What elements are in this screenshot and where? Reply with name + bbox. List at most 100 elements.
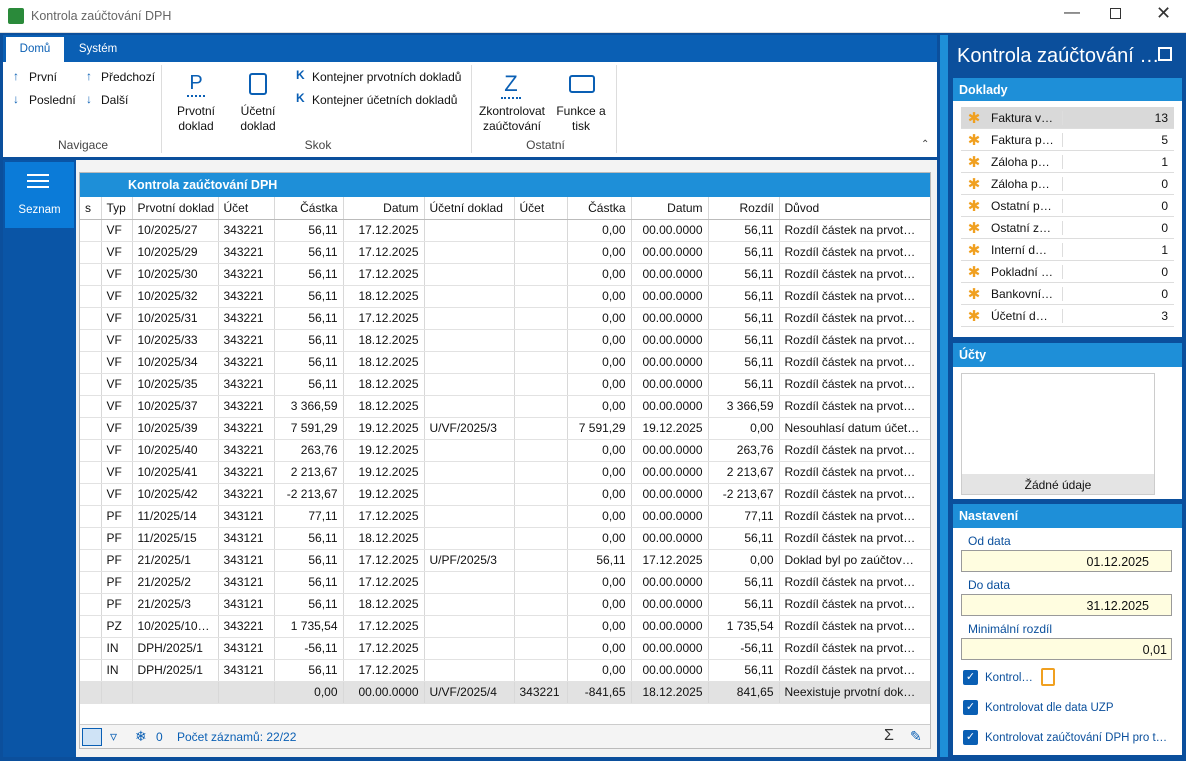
grid-row[interactable]: 0,00 00.00.0000 U/VF/2025/4 343221 -841,65 18…	[80, 681, 930, 704]
doklad-name: Ostatní z…	[987, 220, 1063, 235]
grid-row[interactable]: PF 11/2025/15 343121 56,11 18.12.2025 0,00 00.…	[80, 527, 930, 550]
doklad-count: 0	[1161, 220, 1168, 235]
grid-row[interactable]: VF 10/2025/37 343221 3 366,59 18.12.2025 0,00…	[80, 395, 930, 418]
grid-row[interactable]: IN DPH/2025/1 343121 56,11 17.12.2025 0,00 00.…	[80, 659, 930, 682]
doklad-row[interactable]: ✱ Ostatní z… 0	[961, 217, 1174, 239]
grid-row[interactable]: VF 10/2025/35 343221 56,11 18.12.2025 0,00 00.…	[80, 373, 930, 396]
doklad-row[interactable]: ✱ Ostatní p… 0	[961, 195, 1174, 217]
tab[interactable]: Systém	[78, 43, 118, 55]
column-header[interactable]: s	[80, 197, 102, 220]
grid-row[interactable]: VF 10/2025/29 343221 56,11 17.12.2025 0,00 00.…	[80, 241, 930, 264]
popout[interactable]	[1158, 47, 1172, 61]
ribbon-button[interactable]: Zkontrolovat zaúčtování	[478, 104, 546, 133]
grid-cell	[80, 263, 102, 286]
grid-row[interactable]: VF 10/2025/33 343221 56,11 18.12.2025 0,00 00.…	[80, 329, 930, 352]
grid-cell: Rozdíl částek na prvot…	[779, 483, 930, 506]
ribbon-button[interactable]: Předchozí	[101, 70, 156, 84]
grid-cell: 343121	[218, 527, 275, 550]
ribbon-button[interactable]: Kontejner účetních dokladů	[312, 93, 458, 107]
doklad-row[interactable]: ✱ Bankovní… 0	[961, 283, 1174, 305]
grid-cell: PF	[101, 593, 133, 616]
grid-row[interactable]: VF 10/2025/39 343221 7 591,29 19.12.2025 U/VF…	[80, 417, 930, 440]
grid-row[interactable]: VF 10/2025/34 343221 56,11 18.12.2025 0,00 00.…	[80, 351, 930, 374]
grid-cell	[80, 505, 102, 528]
ribbon-button[interactable]: Funkce a tisk	[556, 104, 606, 133]
column-header[interactable]: Prvotní doklad	[132, 197, 219, 220]
grid-row[interactable]: VF 10/2025/27 343221 56,11 17.12.2025 0,00 00.…	[80, 219, 930, 242]
minimize[interactable]: —	[1064, 4, 1080, 21]
nastaveni-panel: Od data 01.12.2025 Do data 31.12.2025 Minimá…	[953, 528, 1182, 755]
checkbox[interactable]: ✓	[963, 730, 978, 745]
ribbon-button[interactable]: Účetní doklad	[240, 104, 276, 133]
grid-row[interactable]: VF 10/2025/41 343221 2 213,67 19.12.2025 0,00…	[80, 461, 930, 484]
asterisk-icon: ✱	[967, 219, 981, 237]
grid-row[interactable]: VF 10/2025/42 343221 -2 213,67 19.12.2025 0,0…	[80, 483, 930, 506]
close[interactable]: ✕	[1156, 3, 1172, 23]
grid-row[interactable]: PF 11/2025/14 343121 77,11 17.12.2025 0,00 00.…	[80, 505, 930, 528]
column-header[interactable]: Částka	[567, 197, 632, 220]
doklad-row[interactable]: ✱ Faktura p… 5	[961, 129, 1174, 151]
column-header[interactable]: Účetní doklad	[424, 197, 515, 220]
ribbon-button[interactable]: Kontejner prvotních dokladů	[312, 70, 462, 84]
filter-button[interactable]: ▿	[110, 728, 118, 744]
section-header[interactable]: Doklady	[953, 78, 1182, 101]
input[interactable]: 01.12.2025	[961, 550, 1172, 572]
edit-button[interactable]: ✎	[910, 728, 922, 744]
grid-cell: 56,11	[274, 527, 344, 550]
section-header[interactable]: Nastavení	[953, 504, 1182, 528]
grid-cell: 10/2025/39	[132, 417, 219, 440]
grid-cell: 11/2025/14	[132, 505, 219, 528]
grid-cell: 2 213,67	[274, 461, 344, 484]
column-header[interactable]: Důvod	[779, 197, 930, 220]
grid-row[interactable]: PF 21/2025/1 343121 56,11 17.12.2025 U/PF/202…	[80, 549, 930, 572]
grid-cell: -2 213,67	[274, 483, 344, 506]
grid-row[interactable]: PF 21/2025/2 343121 56,11 17.12.2025 0,00 00.0…	[80, 571, 930, 594]
grid-cell	[424, 505, 515, 528]
doklad-row[interactable]: ✱ Účetní d… 3	[961, 305, 1174, 327]
ribbon-button[interactable]: Poslední	[29, 93, 76, 107]
grid-row[interactable]: VF 10/2025/40 343221 263,76 19.12.2025 0,00 00…	[80, 439, 930, 462]
column-header[interactable]: Rozdíl	[708, 197, 780, 220]
sidebar-item[interactable]: Seznam	[5, 162, 74, 228]
column-header[interactable]: Datum	[631, 197, 709, 220]
book-button[interactable]	[82, 728, 102, 746]
grid-cell: 56,11	[567, 549, 632, 572]
grid-cell: 17.12.2025	[343, 219, 425, 242]
grid-cell	[514, 307, 568, 330]
grid-row[interactable]: VF 10/2025/31 343221 56,11 17.12.2025 0,00 00.…	[80, 307, 930, 330]
ribbon-button[interactable]: První	[29, 70, 58, 84]
grid-cell	[514, 241, 568, 264]
ribbon-button[interactable]: Prvotní doklad	[176, 104, 215, 133]
section-header[interactable]: Účty	[953, 343, 1182, 367]
column-header[interactable]: Typ	[101, 197, 133, 220]
splitter[interactable]	[940, 35, 948, 757]
grid-row[interactable]: PZ 10/2025/10… 343221 1 735,54 17.12.2025 0,0…	[80, 615, 930, 638]
checkbox[interactable]: ✓	[963, 670, 978, 685]
doklad-row[interactable]: ✱ Záloha p… 1	[961, 151, 1174, 173]
asterisk-icon: ✱	[967, 131, 981, 149]
ribbon-button[interactable]: Další	[101, 93, 129, 107]
column-header[interactable]: Částka	[274, 197, 344, 220]
input[interactable]: 31.12.2025	[961, 594, 1172, 616]
doklad-row[interactable]: ✱ Interní d… 1	[961, 239, 1174, 261]
input[interactable]: 0,01	[961, 638, 1172, 660]
column-header[interactable]: Účet	[514, 197, 568, 220]
tab[interactable]: Domů	[6, 37, 64, 62]
grid-cell	[80, 329, 102, 352]
grid-row[interactable]: VF 10/2025/30 343221 56,11 17.12.2025 0,00 00.…	[80, 263, 930, 286]
icon	[569, 75, 595, 93]
doklad-row[interactable]: ✱ Záloha p… 0	[961, 173, 1174, 195]
grid-row[interactable]: IN DPH/2025/1 343121 -56,11 17.12.2025 0,00 00…	[80, 637, 930, 660]
doklad-row[interactable]: ✱ Faktura v… 13	[961, 107, 1174, 129]
grid-row[interactable]: VF 10/2025/32 343221 56,11 18.12.2025 0,00 00.…	[80, 285, 930, 308]
column-header[interactable]: Datum	[343, 197, 425, 220]
checkbox[interactable]: ✓	[963, 700, 978, 715]
doklad-row[interactable]: ✱ Pokladní … 0	[961, 261, 1174, 283]
maximize[interactable]	[1110, 8, 1121, 19]
grid-cell: 343221	[218, 329, 275, 352]
column-header[interactable]: Účet	[218, 197, 275, 220]
sum-button[interactable]: Σ	[884, 727, 894, 744]
grid-row[interactable]: PF 21/2025/3 343121 56,11 18.12.2025 0,00 00.0…	[80, 593, 930, 616]
grid-cell: VF	[101, 461, 133, 484]
collapse-ribbon[interactable]: ⌃	[921, 139, 930, 150]
